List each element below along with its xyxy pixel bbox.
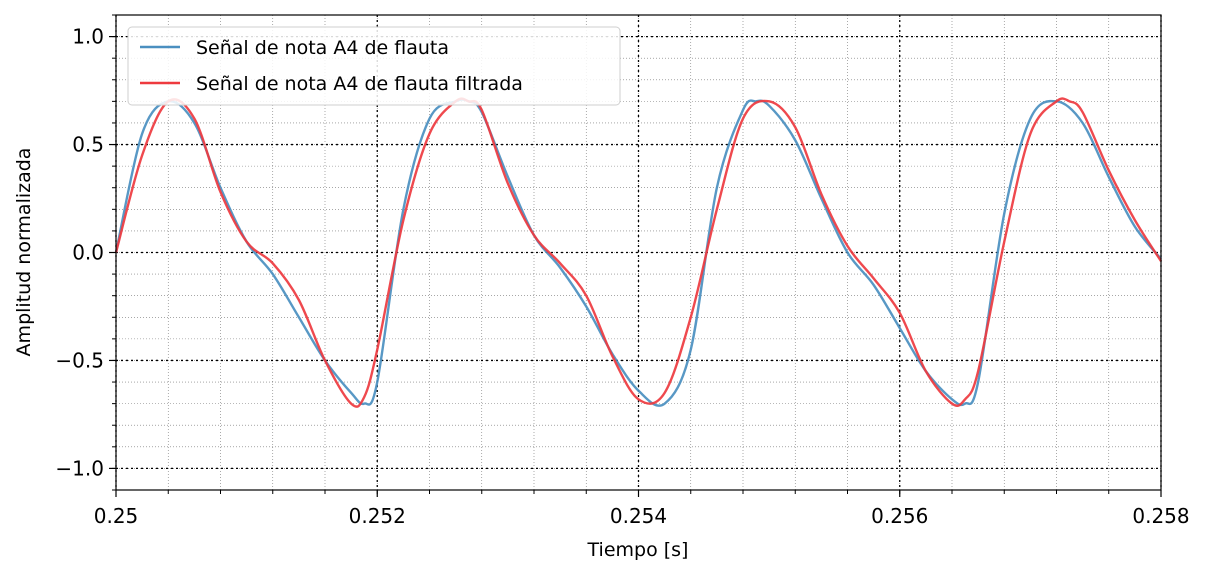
x-tick-labels: 0.25 0.252 0.254 0.256 0.258 <box>94 504 1190 528</box>
y-axis-label: Amplitud normalizada <box>13 148 35 357</box>
y-tick-label: −0.5 <box>55 348 104 372</box>
x-tick-label: 0.256 <box>871 504 928 528</box>
axis-ticks <box>109 14 1162 497</box>
x-tick-label: 0.25 <box>94 504 139 528</box>
y-tick-label: 0.5 <box>72 133 104 157</box>
x-axis-label: Tiempo [s] <box>587 539 689 561</box>
x-tick-label: 0.252 <box>349 504 406 528</box>
x-tick-label: 0.254 <box>610 504 667 528</box>
y-tick-label: 0.0 <box>72 241 104 265</box>
y-tick-label: 1.0 <box>72 25 104 49</box>
series-lines <box>114 97 1163 408</box>
y-tick-label: −1.0 <box>55 456 104 480</box>
y-tick-labels: −1.0 −0.5 0.0 0.5 1.0 <box>55 25 104 481</box>
legend: Señal de nota A4 de flauta Señal de nota… <box>127 26 621 106</box>
x-tick-label: 0.258 <box>1132 504 1189 528</box>
series-line-original <box>114 98 1162 407</box>
legend-label-filtered: Señal de nota A4 de flauta filtrada <box>196 73 523 95</box>
legend-label-original: Señal de nota A4 de flauta <box>196 37 449 59</box>
legend-box <box>127 26 621 106</box>
series-line-filtered <box>114 97 1163 408</box>
